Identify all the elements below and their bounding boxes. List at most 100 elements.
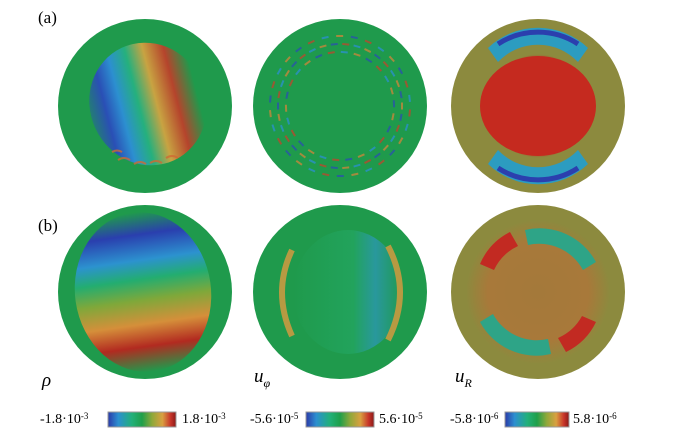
uphi-dash: [365, 57, 373, 64]
uphi-dash: [295, 159, 303, 166]
uphi-dash: [279, 79, 285, 88]
disk-b-uphi: [253, 205, 427, 379]
uphi-dash: [342, 42, 350, 46]
uphi-dash: [364, 48, 372, 53]
uphi-dash: [391, 113, 395, 121]
uphi-dash: [284, 56, 291, 63]
uphi-dash: [377, 159, 385, 166]
uphi-dash: [319, 163, 327, 168]
uphi-dash: [330, 42, 338, 46]
uphi-dash: [377, 46, 385, 53]
uphi-dash: [342, 166, 350, 170]
uphi-dash: [308, 159, 316, 164]
uphi-dash: [295, 68, 302, 76]
uphi-dash: [279, 124, 285, 133]
uphi-dash: [308, 167, 316, 173]
uphi-dash: [369, 146, 376, 153]
uphi-dash: [399, 90, 403, 99]
uphi-dash: [378, 136, 385, 144]
uphi-dash: [373, 53, 381, 60]
uphi-dash: [340, 50, 348, 54]
uphi-dash: [291, 60, 298, 68]
uphi-dash: [307, 39, 315, 45]
uphi-dash: [277, 113, 281, 122]
uphi-dash: [382, 144, 389, 152]
uphi-dash: [353, 52, 361, 57]
uphi-dash: [357, 153, 365, 158]
uphi-dash: [269, 110, 272, 118]
uphi-dash: [395, 124, 401, 133]
uphi-dash: [389, 149, 396, 156]
uphi-dash: [277, 90, 281, 99]
disk-a-uphi: [253, 19, 427, 193]
uphi-dash: [276, 137, 283, 145]
uphi-dash: [353, 44, 361, 49]
colorbar-rho-max: 1.8·10-3: [182, 411, 226, 427]
uphi-dash: [290, 129, 296, 137]
uphi-dash: [299, 152, 307, 159]
uphi-dash: [285, 149, 292, 157]
colorbar-uR-max: 5.8·10-6: [573, 411, 617, 427]
colorbar-rho-min: -1.8·10-3: [40, 411, 89, 427]
disk-b-rho: [58, 205, 232, 379]
panel-label-b: (b): [38, 216, 58, 235]
uphi-dash: [389, 87, 394, 95]
uphi-dash: [397, 67, 404, 75]
uphi-dash: [291, 144, 298, 152]
uphi-dash: [390, 69, 396, 77]
label-rho: ρ: [42, 370, 52, 391]
uphi-dash: [315, 54, 323, 59]
uphi-dash: [295, 46, 303, 53]
disk-a-rho: [58, 19, 232, 193]
uphi-dash: [332, 158, 340, 162]
uphi-dash: [284, 69, 290, 77]
uphi-dash: [388, 55, 395, 63]
colorbar-uR-min: -5.8·10-6: [450, 411, 499, 427]
uphi-dash: [271, 81, 276, 89]
uphi-dash: [390, 135, 396, 143]
colorbar-uphi: [305, 411, 375, 428]
uphi-dash: [375, 65, 383, 72]
colorbar-uphi-min: -5.6·10-5: [250, 411, 299, 427]
uphi-dash: [382, 60, 389, 68]
uphi-dash: [345, 157, 353, 161]
uphi-dash: [386, 125, 392, 133]
uphi-dash: [364, 39, 372, 45]
uphi-dash: [330, 166, 338, 170]
uphi-dash: [307, 148, 315, 155]
uphi-dash: [404, 80, 409, 88]
uphi-dash: [364, 159, 372, 164]
uphi-dash: [276, 67, 282, 75]
uphi-dash: [299, 53, 307, 60]
panel-label-a: (a): [38, 8, 57, 27]
uphi-dash: [297, 140, 305, 147]
uphi-dash: [286, 117, 291, 125]
uphi-dash: [322, 172, 330, 177]
uphi-dash: [408, 109, 411, 117]
uphi-dash: [408, 94, 411, 102]
uphi-dash: [321, 35, 329, 40]
uphi-dash: [365, 167, 373, 173]
uphi-dash: [271, 124, 276, 132]
uphi-dash: [319, 44, 327, 49]
colorbar-rho: [107, 411, 177, 428]
uphi-dash: [327, 51, 335, 55]
uphi-dash: [304, 59, 311, 66]
uphi-dash: [351, 172, 359, 177]
disk-b-uR: [451, 205, 625, 379]
uphi-dash: [285, 91, 289, 99]
uphi-dash: [353, 163, 361, 168]
uphi-dash: [404, 123, 409, 131]
uphi-dash: [288, 79, 294, 87]
uphi-dash: [269, 95, 272, 103]
label-uR: uR: [455, 366, 472, 390]
uphi-dash: [384, 75, 390, 83]
uphi-dash: [350, 35, 358, 40]
uphi-dash: [319, 155, 327, 160]
uphi-dash: [399, 113, 403, 122]
colorbar-uphi-max: 5.6·10-5: [379, 411, 423, 427]
disk-a-uR: [451, 19, 625, 193]
uphi-dash: [395, 79, 401, 88]
uphi-dash: [398, 137, 404, 145]
